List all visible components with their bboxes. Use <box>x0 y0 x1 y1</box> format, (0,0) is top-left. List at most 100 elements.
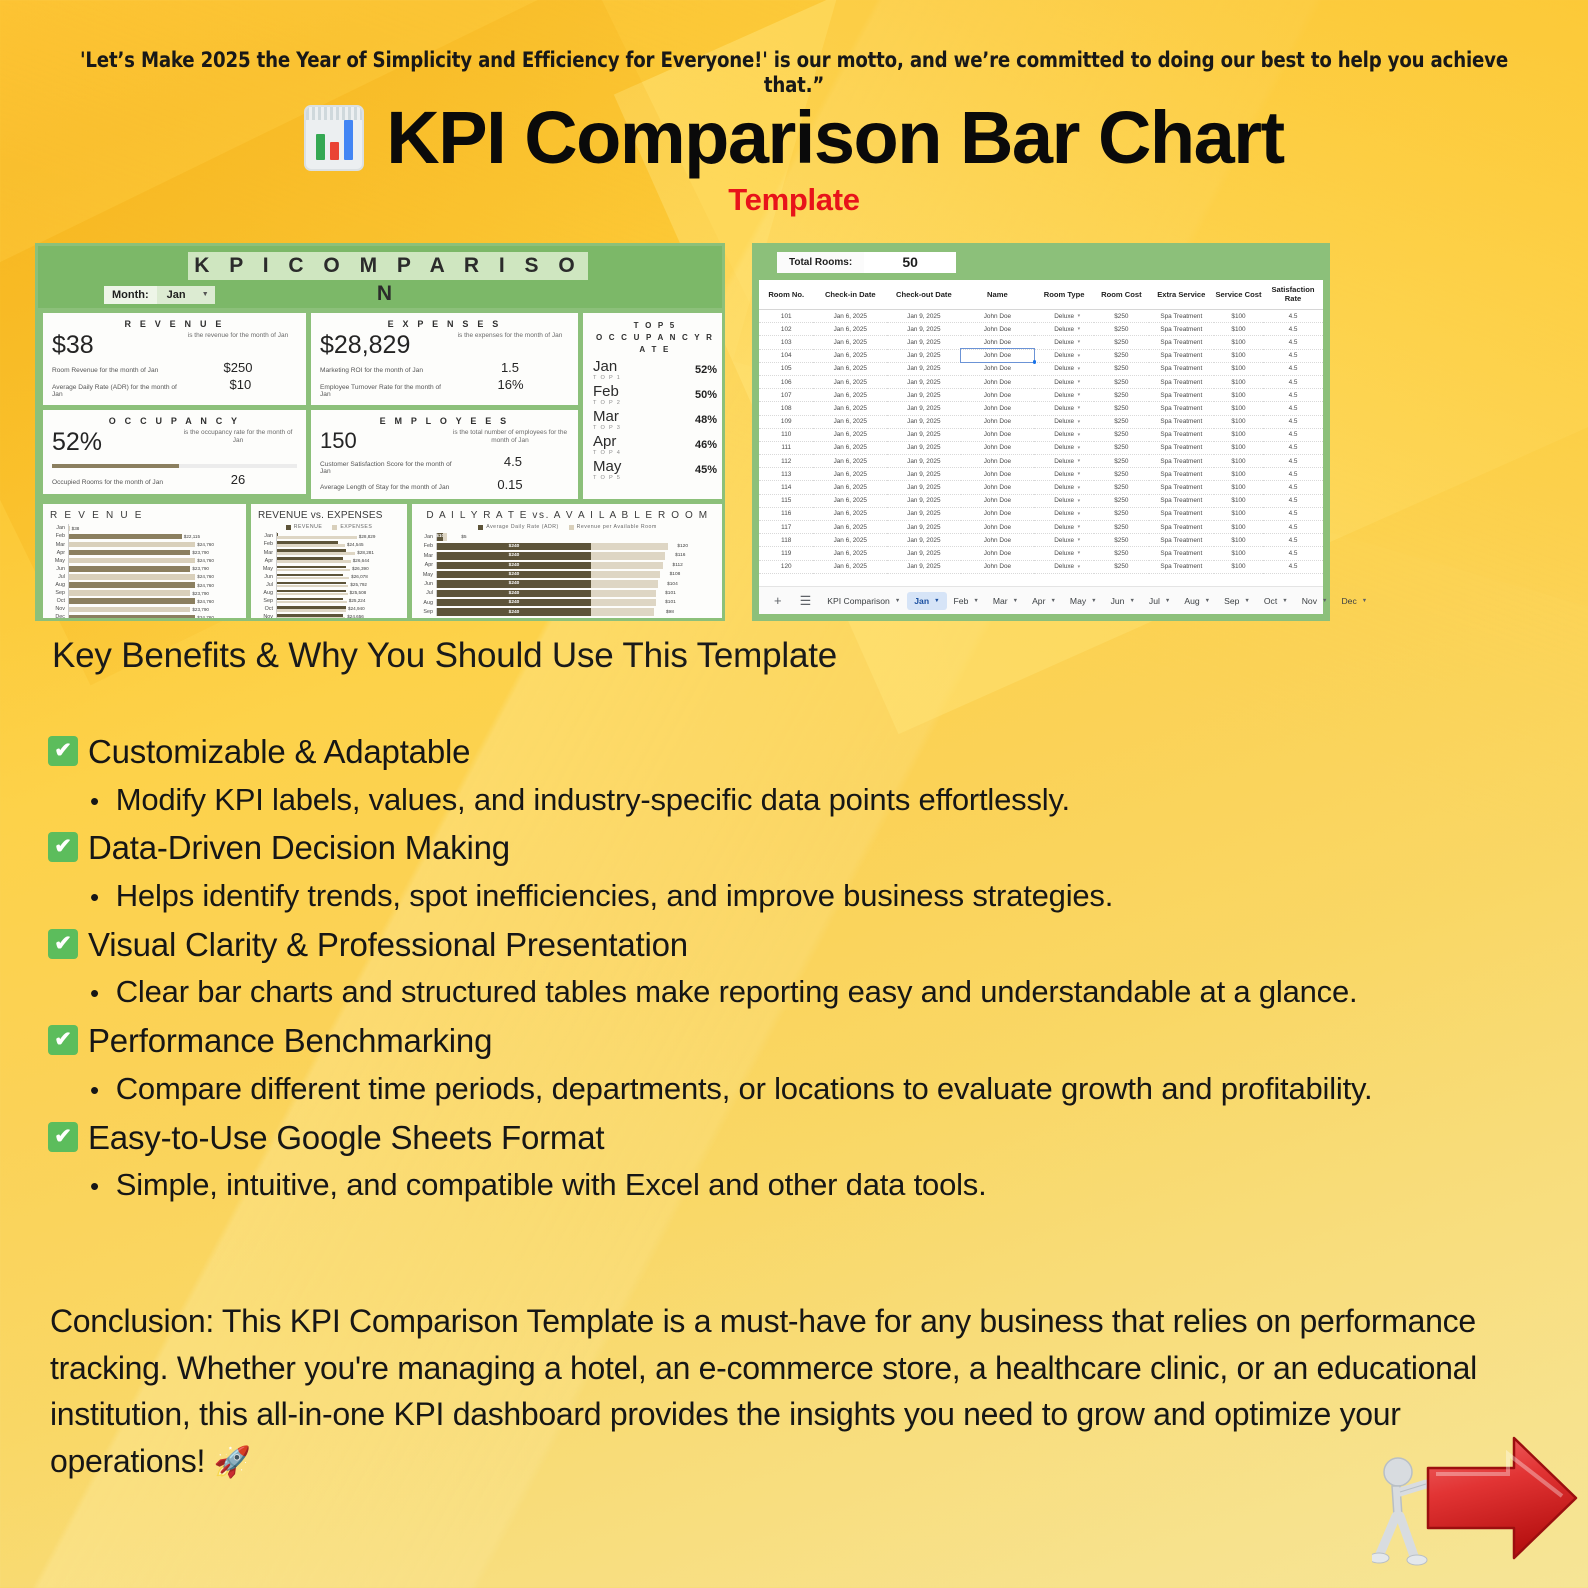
table-cell[interactable]: Jan 6, 2025 <box>813 441 888 456</box>
table-cell[interactable]: Jan 9, 2025 <box>887 494 961 508</box>
table-cell[interactable]: Deluxe ▾ <box>1034 480 1095 495</box>
table-cell[interactable]: 120 <box>759 560 814 574</box>
kpi-card-employees[interactable]: E M P L O Y E E S 150 is the total numbe… <box>311 410 578 500</box>
table-cell[interactable]: Jan 9, 2025 <box>887 454 961 469</box>
table-cell[interactable]: $100 <box>1213 441 1264 456</box>
table-cell[interactable]: 106 <box>759 375 814 390</box>
hamburger-icon[interactable]: ☰ <box>799 592 812 608</box>
table-cell[interactable]: Spa Treatment <box>1148 309 1214 324</box>
table-cell[interactable]: 114 <box>759 480 814 495</box>
kpi-card-expenses[interactable]: E X P E N S E S $28,829 is the expenses … <box>311 313 578 406</box>
table-cell[interactable]: 112 <box>759 454 814 469</box>
table-cell[interactable]: John Doe <box>960 454 1035 469</box>
table-cell[interactable]: 102 <box>759 322 814 337</box>
sheet-tab-oct[interactable]: Oct ▼ <box>1257 592 1295 610</box>
table-cell[interactable]: $100 <box>1213 415 1264 429</box>
table-row[interactable]: 107 Jan 6, 2025 Jan 9, 2025 John Doe Deluxe ▾… <box>759 388 1323 403</box>
total-rooms-value[interactable]: 50 <box>864 252 957 273</box>
chevron-down-icon[interactable]: ▼ <box>1204 597 1211 604</box>
table-cell[interactable]: John Doe <box>960 388 1035 403</box>
chevron-down-icon[interactable]: ▼ <box>1164 597 1171 604</box>
table-cell[interactable]: 4.5 <box>1263 401 1323 416</box>
table-row[interactable]: 116 Jan 6, 2025 Jan 9, 2025 John Doe Deluxe ▾… <box>759 507 1323 522</box>
table-cell[interactable]: 119 <box>759 546 814 561</box>
table-cell[interactable]: $100 <box>1213 507 1264 522</box>
table-cell[interactable]: $250 <box>1094 309 1149 324</box>
table-row[interactable]: 108 Jan 6, 2025 Jan 9, 2025 John Doe Deluxe ▾… <box>759 401 1323 416</box>
spreadsheet-grid[interactable]: Room No. Check-in Date Check-out Date Name R… <box>759 280 1323 586</box>
table-cell[interactable]: 113 <box>759 467 814 482</box>
table-cell[interactable]: $100 <box>1213 494 1264 508</box>
table-cell[interactable]: 4.5 <box>1263 480 1323 495</box>
table-cell[interactable]: Spa Treatment <box>1148 507 1214 522</box>
table-cell[interactable]: 4.5 <box>1263 415 1323 429</box>
chevron-down-icon[interactable]: ▼ <box>1012 597 1019 604</box>
table-column-header[interactable]: Check-in Date <box>813 280 888 310</box>
table-cell[interactable]: Deluxe ▾ <box>1034 401 1095 416</box>
table-cell[interactable]: Deluxe ▾ <box>1034 349 1095 363</box>
table-cell[interactable]: $100 <box>1213 533 1264 548</box>
kpi-card-occupancy[interactable]: O C C U P A N C Y 52% is the occupancy r… <box>43 410 306 494</box>
table-column-header[interactable]: Extra Service <box>1148 280 1214 310</box>
chevron-down-icon[interactable]: ▼ <box>1129 597 1135 604</box>
table-cell[interactable]: Jan 9, 2025 <box>887 467 961 482</box>
chevron-down-icon[interactable]: ▼ <box>1322 597 1328 604</box>
chevron-down-icon[interactable]: ▾ <box>1077 524 1081 531</box>
table-cell[interactable]: 118 <box>759 533 814 548</box>
table-row[interactable]: 110 Jan 6, 2025 Jan 9, 2025 John Doe Deluxe ▾… <box>759 428 1323 442</box>
table-cell[interactable]: Spa Treatment <box>1148 454 1214 469</box>
table-cell[interactable]: Jan 9, 2025 <box>887 480 961 495</box>
table-cell[interactable]: Jan 9, 2025 <box>887 560 961 574</box>
chevron-down-icon[interactable]: ▾ <box>1077 379 1081 386</box>
chevron-down-icon[interactable]: ▾ <box>1077 563 1081 570</box>
table-cell[interactable]: Spa Treatment <box>1148 546 1214 561</box>
table-column-header[interactable]: Satisfaction Rate <box>1263 280 1323 310</box>
sheet-tab-sep[interactable]: Sep ▼ <box>1217 592 1257 610</box>
chevron-down-icon[interactable]: ▼ <box>1361 597 1368 604</box>
sheet-tab-apr[interactable]: Apr ▼ <box>1025 592 1063 610</box>
table-cell[interactable]: Jan 9, 2025 <box>887 401 961 416</box>
chevron-down-icon[interactable]: ▾ <box>1077 510 1081 517</box>
table-cell[interactable]: Spa Treatment <box>1148 375 1214 390</box>
table-cell[interactable]: 101 <box>759 309 814 324</box>
chevron-down-icon[interactable]: ▾ <box>1077 484 1081 491</box>
table-cell[interactable]: John Doe <box>960 375 1035 390</box>
table-cell[interactable]: 4.5 <box>1263 494 1323 508</box>
table-cell[interactable]: Deluxe ▾ <box>1034 467 1095 482</box>
table-cell[interactable]: Jan 6, 2025 <box>813 533 888 548</box>
chevron-down-icon[interactable]: ▾ <box>1077 339 1081 346</box>
table-row[interactable]: 115 Jan 6, 2025 Jan 9, 2025 John Doe Deluxe ▾… <box>759 494 1323 508</box>
chevron-down-icon[interactable]: ▾ <box>1077 313 1081 320</box>
table-cell[interactable]: 4.5 <box>1263 375 1323 390</box>
table-cell[interactable]: $100 <box>1213 401 1264 416</box>
table-cell[interactable]: $100 <box>1213 454 1264 469</box>
table-cell[interactable]: Spa Treatment <box>1148 335 1214 350</box>
table-cell[interactable]: $250 <box>1094 349 1149 363</box>
table-cell[interactable]: $100 <box>1213 520 1264 535</box>
chart-revenue-vs-expenses[interactable]: REVENUE vs. EXPENSES REVENUE EXPENSES Ja… <box>251 504 407 618</box>
chart-revenue[interactable]: R E V E N U E Jan $38 Feb $22,115 Mar $24,760… <box>43 504 246 618</box>
chevron-down-icon[interactable]: ▼ <box>1282 597 1288 604</box>
table-cell[interactable]: 107 <box>759 388 814 403</box>
table-cell[interactable]: Deluxe ▾ <box>1034 428 1095 442</box>
table-cell[interactable]: 4.5 <box>1263 428 1323 442</box>
chevron-down-icon[interactable]: ▾ <box>1077 550 1081 557</box>
table-cell[interactable]: 109 <box>759 415 814 429</box>
sheet-tab-mar[interactable]: Mar ▼ <box>986 592 1025 610</box>
table-cell[interactable]: Jan 6, 2025 <box>813 322 888 337</box>
table-row[interactable]: 104 Jan 6, 2025 Jan 9, 2025 John Doe Deluxe ▾… <box>759 348 1323 364</box>
table-cell[interactable]: 4.5 <box>1263 322 1323 337</box>
table-cell[interactable]: Jan 6, 2025 <box>813 375 888 390</box>
table-cell[interactable]: 4.5 <box>1263 520 1323 535</box>
sheet-tab-may[interactable]: May ▼ <box>1063 592 1104 610</box>
table-cell[interactable]: Deluxe ▾ <box>1034 415 1095 429</box>
table-cell[interactable]: Spa Treatment <box>1148 560 1214 574</box>
table-column-header[interactable]: Room Type <box>1034 280 1095 310</box>
table-cell[interactable]: Jan 9, 2025 <box>887 388 961 403</box>
table-cell[interactable]: Spa Treatment <box>1148 494 1214 508</box>
table-cell[interactable]: Deluxe ▾ <box>1034 494 1095 508</box>
table-cell[interactable]: John Doe <box>960 415 1035 429</box>
table-cell[interactable]: Jan 6, 2025 <box>813 467 888 482</box>
chevron-down-icon[interactable]: ▾ <box>1077 444 1081 451</box>
table-cell[interactable]: $250 <box>1094 480 1149 495</box>
